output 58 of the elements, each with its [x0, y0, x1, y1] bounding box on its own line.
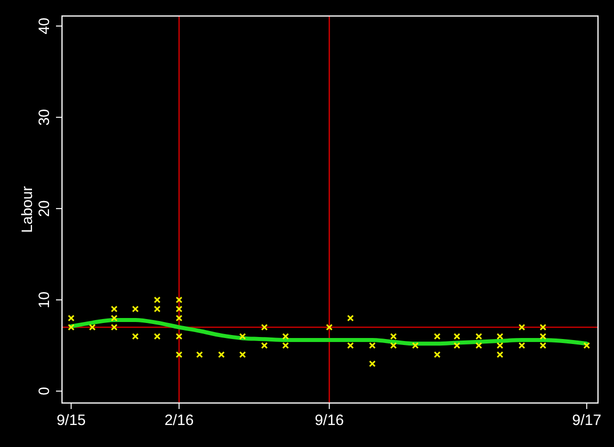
point [518, 324, 526, 331]
point [412, 342, 419, 349]
point [540, 332, 546, 340]
point [496, 332, 504, 340]
point [583, 342, 590, 349]
point [347, 342, 354, 349]
point [218, 351, 225, 358]
x-tick-label: 2/16 [164, 412, 194, 429]
y-tick-label: 10 [36, 292, 53, 308]
point [496, 342, 504, 349]
point [434, 351, 441, 358]
y-tick-label: 30 [36, 108, 53, 126]
point [110, 306, 118, 312]
point [282, 342, 289, 349]
point [390, 342, 397, 349]
x-tick-label: 9/16 [314, 412, 344, 429]
point [132, 332, 139, 340]
point [154, 306, 161, 312]
point [475, 332, 482, 340]
point [368, 342, 376, 349]
point [454, 342, 460, 349]
point [434, 332, 441, 340]
point [454, 332, 460, 340]
point [176, 296, 182, 304]
point [110, 324, 118, 331]
point [390, 332, 397, 340]
y-tick-label: 20 [36, 200, 53, 217]
point [110, 314, 118, 322]
y-tick-label: 40 [36, 18, 53, 34]
point [176, 351, 182, 358]
point [196, 351, 203, 358]
point [347, 314, 354, 322]
point [239, 351, 246, 358]
point [176, 306, 182, 312]
point [261, 324, 268, 331]
point [68, 324, 75, 331]
line-series [69, 318, 589, 346]
x-tick-label: 9/15 [56, 412, 86, 429]
point [176, 314, 182, 322]
point [154, 296, 161, 304]
point [261, 342, 268, 349]
y-tick-label: 0 [36, 386, 53, 396]
point [176, 332, 182, 340]
point [475, 342, 482, 349]
point [368, 360, 376, 368]
point [540, 342, 546, 349]
point [154, 332, 161, 340]
point [88, 324, 96, 331]
point [496, 351, 504, 358]
point [282, 332, 289, 340]
point [132, 306, 139, 312]
x-tick-label: 9/17 [572, 412, 602, 429]
point [518, 342, 526, 349]
point [326, 324, 333, 331]
point [540, 324, 546, 331]
y-axis-title: Labour [19, 186, 36, 233]
point [239, 332, 246, 340]
point [68, 314, 75, 322]
